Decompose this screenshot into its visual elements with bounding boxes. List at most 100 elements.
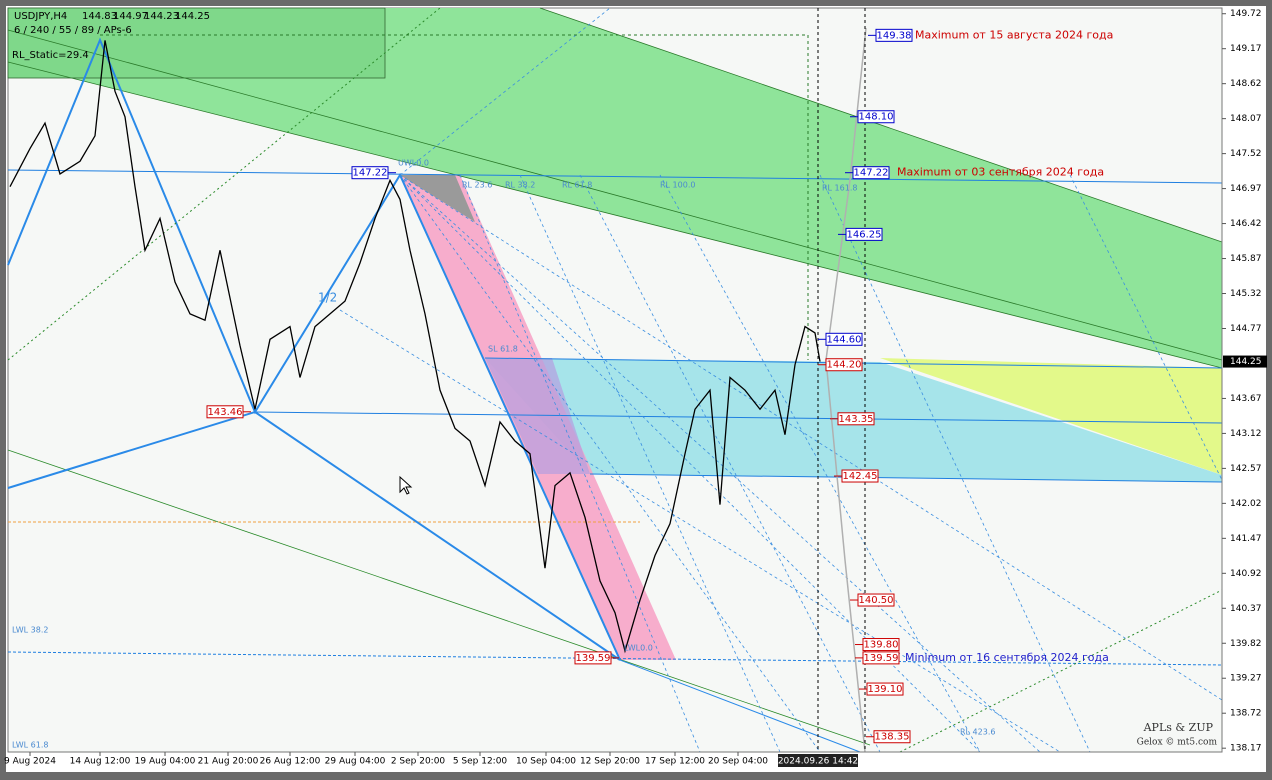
level-box [857, 110, 895, 124]
x-tick-label: 19 Aug 04:00 [135, 757, 196, 767]
x-tick-label: 14 Aug 12:00 [70, 757, 131, 767]
indicator: 6 / 240 / 55 / 89 / APs-6 [14, 25, 132, 36]
header-price: 144.23 [144, 11, 179, 22]
watermark: Gelox © mt5.com [1137, 738, 1218, 748]
y-tick-label: 144.77 [1230, 324, 1262, 334]
channel-line [7, 61, 1223, 369]
fib-label: RL 38.2 [505, 181, 535, 190]
fib-label: RL 23.6 [462, 181, 492, 190]
annotation: Maximum от 15 августа 2024 года [915, 28, 1113, 41]
y-tick-label: 142.02 [1230, 499, 1262, 509]
level-label: 142.45 [843, 471, 878, 482]
y-tick-label: 149.72 [1230, 9, 1262, 19]
level-line [589, 473, 1223, 483]
y-tick-label: 139.82 [1230, 639, 1262, 649]
level-label: 146.25 [847, 229, 882, 240]
level-box [206, 405, 244, 419]
y-tick-label: 138.17 [1230, 744, 1262, 754]
fan-lines [339, 7, 1223, 753]
annotation: Minimum от 16 сентября 2024 года [905, 651, 1109, 664]
y-tick-label: 147.52 [1230, 149, 1262, 159]
level-box [862, 651, 900, 665]
y-tick-label: 140.92 [1230, 569, 1262, 579]
level-label: 139.59 [576, 653, 611, 664]
header-price: 144.83 [82, 11, 117, 22]
level-box [825, 332, 863, 346]
level-label: 147.22 [353, 168, 388, 179]
cursor-time-box [778, 754, 858, 767]
level-box [841, 469, 879, 483]
fib-label: RL 100.0 [660, 181, 695, 190]
fib-label: LWL0.0 [624, 644, 653, 653]
level-label: 144.60 [827, 334, 862, 345]
level-label: 147.22 [854, 168, 889, 179]
y-tick-label: 145.32 [1230, 289, 1262, 299]
y-tick-label: 143.67 [1230, 394, 1262, 404]
header-price: 144.25 [175, 11, 210, 22]
level-label: 143.46 [208, 407, 243, 418]
level-line [254, 411, 1223, 424]
level-label: 148.10 [859, 112, 894, 123]
y-tick-label: 148.62 [1230, 79, 1262, 89]
level-box [574, 651, 612, 665]
level-box [857, 593, 895, 607]
channel-line [7, 29, 1223, 361]
y-tick-label: 148.07 [1230, 114, 1262, 124]
fib-label: RL 161.8 [822, 184, 857, 193]
level-label: 139.59 [864, 653, 899, 664]
level-box [866, 682, 904, 696]
level-label: 138.35 [875, 732, 910, 743]
rl-static: RL_Static=29.4 [12, 50, 89, 61]
fib-label: LWL 38.2 [12, 626, 48, 635]
fib-label: UWL0.0 [398, 159, 429, 168]
level-label: 139.80 [864, 640, 899, 651]
overlap-zone [485, 358, 590, 474]
x-tick-label: 12 Sep 20:00 [580, 757, 640, 767]
mouse-cursor [399, 475, 413, 495]
y-tick-label: 145.87 [1230, 254, 1262, 264]
y-tick-label: 143.12 [1230, 429, 1262, 439]
level-label: 143.35 [839, 414, 874, 425]
y-tick-label: 142.57 [1230, 464, 1262, 474]
fib-label: RL 61.8 [562, 181, 592, 190]
fan-line [619, 659, 861, 753]
x-tick-label: 5 Sep 12:00 [453, 757, 508, 767]
y-tick-label: 140.37 [1230, 604, 1262, 614]
y-tick-label: 138.72 [1230, 709, 1262, 719]
fib-label: SL 61.8 [488, 345, 518, 354]
level-label: 144.20 [827, 360, 862, 371]
level-box [845, 227, 883, 241]
symbol: USDJPY,H4 [14, 11, 67, 22]
annotation: Maximum от 03 сентября 2024 года [897, 166, 1104, 179]
watermark: APLs & ZUP [1143, 721, 1214, 734]
y-tick-label: 139.27 [1230, 674, 1262, 684]
cursor-time-label: 2024.09.26 14:42 [778, 757, 858, 767]
drawings [7, 7, 1223, 753]
x-tick-label: 20 Sep 04:00 [708, 757, 768, 767]
price-line [9, 40, 821, 654]
x-tick-label: 26 Aug 12:00 [260, 757, 321, 767]
level-line [7, 651, 1223, 666]
green-channel [8, 8, 1222, 368]
y-tick-label: 149.17 [1230, 44, 1262, 54]
yellow-zone [880, 358, 1222, 475]
level-label: 140.50 [859, 595, 894, 606]
current-price-label: 144.25 [1230, 357, 1262, 367]
x-tick-label: 17 Sep 12:00 [645, 757, 705, 767]
level-label: 149.38 [877, 30, 912, 41]
zigzag [7, 410, 621, 661]
y-tick-label: 146.97 [1230, 184, 1262, 194]
level-label: 139.10 [868, 684, 903, 695]
current-price-box [1223, 355, 1267, 368]
x-tick-label: 29 Aug 04:00 [325, 757, 386, 767]
level-line [7, 169, 1223, 184]
level-box [837, 412, 875, 426]
level-box [862, 638, 900, 652]
info-box [7, 7, 386, 79]
fib-label: 1/2 [318, 291, 337, 305]
level-box [873, 730, 911, 744]
header-price: 144.97 [113, 11, 148, 22]
level-box [875, 28, 913, 42]
x-tick-label: 10 Sep 04:00 [516, 757, 576, 767]
